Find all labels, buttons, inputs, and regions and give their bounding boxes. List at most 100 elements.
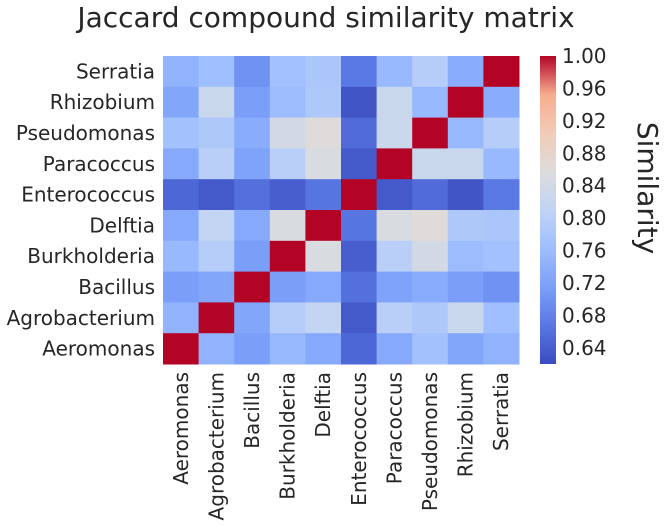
y-tick-label: Aeromonas bbox=[42, 337, 155, 361]
heatmap-cell bbox=[269, 271, 306, 303]
heatmap-cell bbox=[163, 210, 200, 242]
heatmap-cell bbox=[198, 271, 235, 303]
heatmap-cell bbox=[376, 179, 413, 211]
heatmap-cell bbox=[234, 210, 271, 242]
heatmap-cell bbox=[412, 117, 449, 149]
heatmap-cell bbox=[341, 240, 378, 273]
heatmap-cell bbox=[305, 117, 342, 149]
heatmap-cell bbox=[163, 302, 200, 334]
heatmap-cell bbox=[269, 86, 306, 119]
chart-title: Jaccard compound similarity matrix bbox=[75, 1, 574, 34]
y-tick-label: Paracoccus bbox=[43, 152, 155, 176]
heatmap-cell bbox=[234, 333, 271, 365]
heatmap-cell bbox=[163, 86, 200, 119]
heatmap-cell bbox=[483, 148, 520, 180]
heatmap-cell bbox=[483, 271, 520, 303]
heatmap-cell bbox=[269, 333, 306, 365]
heatmap-cell bbox=[234, 148, 271, 180]
y-tick-label: Pseudomonas bbox=[16, 121, 155, 145]
heatmap-cell bbox=[447, 56, 484, 88]
colorbar-ticks: 0.64 0.68 0.72 0.76 0.80 0.84 0.88 0.92 0.96 1.00 bbox=[562, 44, 607, 360]
heatmap-cell bbox=[234, 240, 271, 273]
heatmap-cell bbox=[341, 56, 378, 88]
heatmap-cell bbox=[341, 179, 378, 211]
heatmap-cell bbox=[412, 86, 449, 119]
heatmap-cell bbox=[269, 179, 306, 211]
heatmap-cell bbox=[376, 86, 413, 119]
heatmap-cell bbox=[198, 240, 235, 273]
colorbar-tick-label: 1.00 bbox=[562, 44, 607, 68]
heatmap-cell bbox=[376, 302, 413, 334]
heatmap-cell bbox=[234, 302, 271, 334]
heatmap-cell bbox=[305, 210, 342, 242]
heatmap-cell bbox=[483, 240, 520, 273]
heatmap-cell bbox=[198, 117, 235, 149]
heatmap-cell bbox=[163, 56, 200, 88]
heatmap-cell bbox=[198, 86, 235, 119]
heatmap-cell bbox=[305, 271, 342, 303]
heatmap-cell bbox=[376, 117, 413, 149]
heatmap-cell bbox=[198, 333, 235, 365]
heatmap-cell bbox=[269, 302, 306, 334]
heatmap-cell bbox=[269, 56, 306, 88]
heatmap-cell bbox=[376, 271, 413, 303]
heatmap-cell bbox=[198, 148, 235, 180]
heatmap-cell bbox=[483, 86, 520, 119]
heatmap-cell bbox=[305, 240, 342, 273]
heatmap-cell bbox=[341, 271, 378, 303]
heatmap-cell bbox=[412, 240, 449, 273]
heatmap-cell bbox=[163, 333, 200, 365]
x-tick-labels: Aeromonas Agrobacterium Bacillus Burkholder… bbox=[169, 372, 513, 520]
x-tick-label: Rhizobium bbox=[454, 372, 478, 477]
colorbar-tick-label: 0.64 bbox=[562, 336, 607, 360]
heatmap-cell bbox=[447, 271, 484, 303]
heatmap-cell bbox=[447, 240, 484, 273]
heatmap-cell bbox=[483, 333, 520, 365]
heatmap-cell bbox=[163, 148, 200, 180]
heatmap-cell bbox=[412, 333, 449, 365]
x-tick-label: Pseudomonas bbox=[418, 372, 442, 511]
heatmap-cell bbox=[305, 56, 342, 88]
heatmap-cell bbox=[305, 148, 342, 180]
heatmap-cell bbox=[234, 179, 271, 211]
x-tick-label: Enterococcus bbox=[347, 372, 371, 506]
heatmap-cell bbox=[198, 210, 235, 242]
x-tick-label: Paracoccus bbox=[382, 372, 406, 484]
heatmap-cell bbox=[376, 210, 413, 242]
heatmap-cell bbox=[163, 179, 200, 211]
heatmap-cell bbox=[412, 179, 449, 211]
heatmap-cell bbox=[234, 86, 271, 119]
y-tick-labels: Serratia Rhizobium Pseudomonas Paracoccus En… bbox=[7, 59, 155, 360]
heatmap-cell bbox=[198, 56, 235, 88]
colorbar-tick-label: 0.76 bbox=[562, 239, 607, 263]
heatmap-cell bbox=[163, 240, 200, 273]
heatmap-cell bbox=[341, 302, 378, 334]
heatmap-cell bbox=[305, 333, 342, 365]
heatmap-cell bbox=[447, 179, 484, 211]
heatmap-cell bbox=[163, 271, 200, 303]
colorbar-tick-label: 0.84 bbox=[562, 174, 607, 198]
heatmap-cell bbox=[234, 271, 271, 303]
heatmap-cell bbox=[198, 179, 235, 211]
x-tick-label: Burkholderia bbox=[276, 372, 300, 500]
heatmap-cell bbox=[305, 179, 342, 211]
x-tick-label: Delftia bbox=[311, 372, 335, 438]
x-tick-label: Bacillus bbox=[240, 372, 264, 449]
heatmap-cell bbox=[269, 240, 306, 273]
y-tick-label: Enterococcus bbox=[21, 183, 155, 207]
heatmap-cell bbox=[305, 86, 342, 119]
heatmap-cell bbox=[305, 302, 342, 334]
colorbar-tick-label: 0.88 bbox=[562, 141, 607, 165]
heatmap-cell bbox=[412, 148, 449, 180]
heatmap-cell bbox=[269, 148, 306, 180]
y-tick-label: Burkholderia bbox=[27, 244, 155, 268]
heatmap-cell bbox=[447, 117, 484, 149]
y-tick-label: Rhizobium bbox=[50, 90, 155, 114]
heatmap-cell bbox=[341, 333, 378, 365]
heatmap-cell bbox=[483, 56, 520, 88]
heatmap-cell bbox=[376, 56, 413, 88]
heatmap-cell bbox=[234, 56, 271, 88]
heatmap-cell bbox=[447, 86, 484, 119]
x-tick-label: Agrobacterium bbox=[204, 372, 228, 520]
